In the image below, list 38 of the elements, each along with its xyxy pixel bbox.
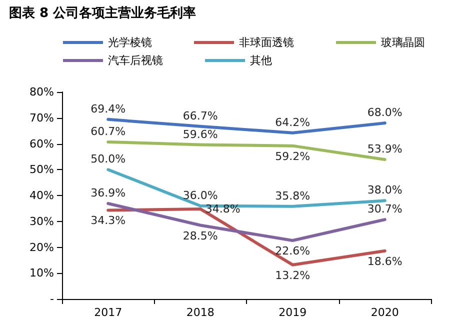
data-label: 59.2% (275, 150, 310, 163)
y-tick-label: 20% (30, 240, 54, 254)
legend-label: 非球面透镜 (239, 36, 294, 49)
data-label: 68.0% (367, 106, 402, 120)
data-label: 36.9% (90, 186, 126, 200)
data-label: 64.2% (275, 116, 310, 129)
data-label: 69.4% (90, 102, 126, 116)
y-tick-label: 10% (30, 266, 54, 280)
legend-label: 汽车后视镜 (108, 54, 163, 67)
data-label: 34.3% (90, 214, 126, 228)
legend-label: 玻璃晶圆 (381, 36, 425, 49)
data-label: 18.6% (367, 254, 402, 268)
legend-label: 其他 (250, 54, 272, 67)
data-label: 30.7% (367, 202, 402, 216)
data-label: 38.0% (367, 184, 402, 197)
data-label: 60.7% (90, 124, 126, 138)
data-label: 50.0% (90, 152, 126, 166)
x-tick-label: 2017 (94, 306, 122, 319)
data-label: 36.0% (182, 188, 218, 202)
chart-title: 图表 8 公司各项主营业务毛利率 (9, 5, 196, 21)
data-label: 35.8% (275, 189, 310, 202)
y-tick-label: - (50, 292, 54, 306)
data-label: 13.2% (275, 268, 310, 282)
y-tick-label: 80% (30, 86, 54, 98)
x-tick-label: 2019 (278, 306, 307, 319)
y-tick-label: 50% (30, 163, 54, 176)
data-label: 66.7% (182, 109, 218, 122)
x-tick-label: 2020 (370, 306, 399, 319)
data-label: 59.6% (182, 128, 218, 141)
x-tick-label: 2018 (186, 306, 214, 319)
y-tick-label: 40% (30, 189, 54, 202)
data-label: 53.9% (367, 142, 402, 156)
data-label: 28.5% (182, 229, 218, 242)
y-tick-label: 30% (30, 214, 54, 228)
y-tick-label: 60% (30, 137, 54, 150)
y-tick-label: 70% (30, 111, 54, 124)
legend-label: 光学棱镜 (108, 36, 152, 49)
data-label: 22.6% (275, 244, 310, 258)
